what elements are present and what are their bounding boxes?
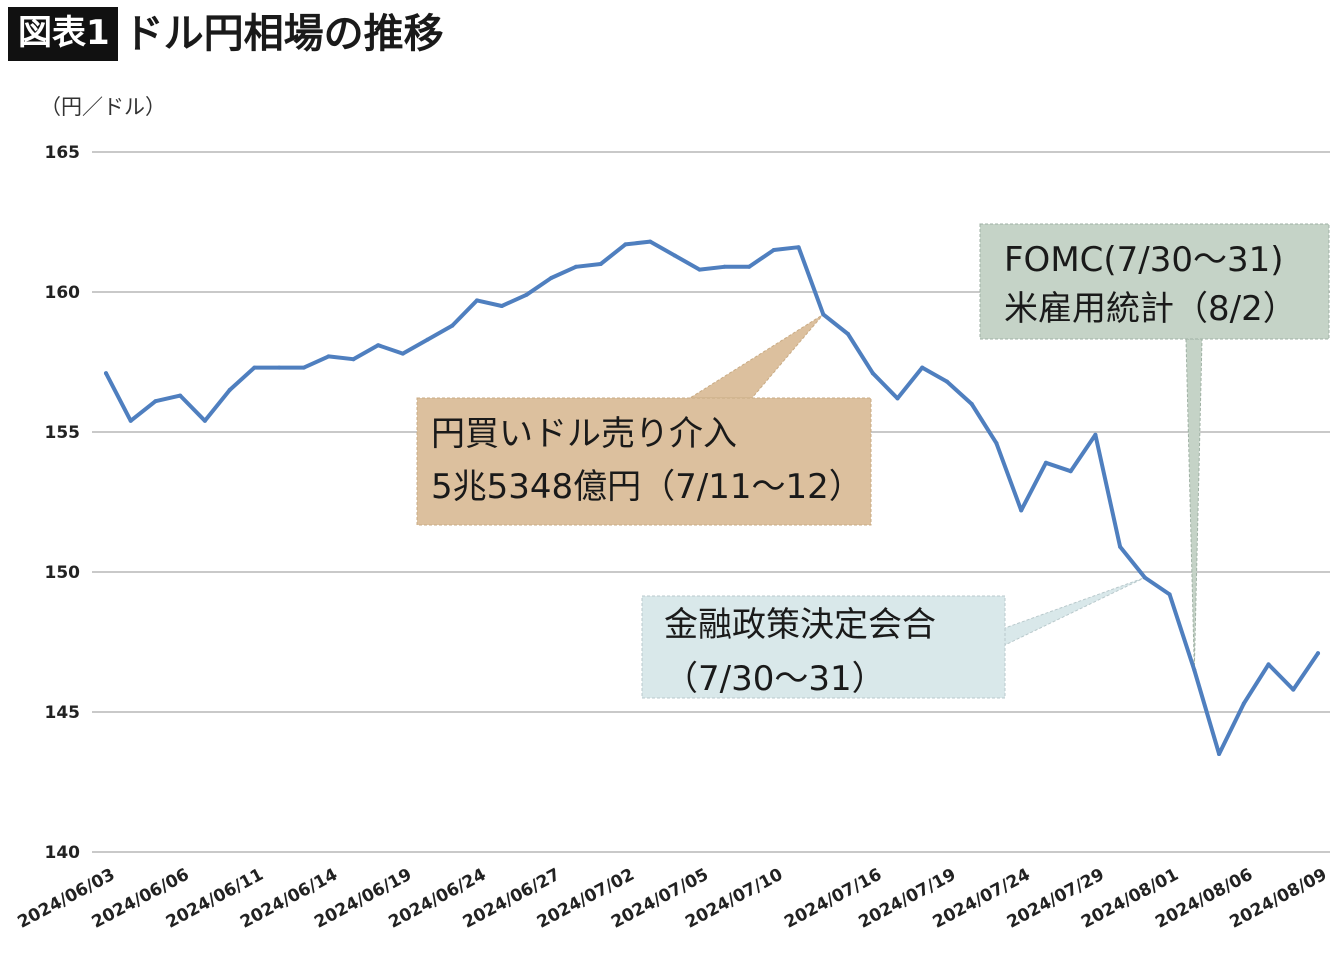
- data-point: [475, 298, 480, 303]
- data-point: [524, 292, 529, 297]
- annotation-box: [979, 223, 1330, 340]
- data-point: [870, 371, 875, 376]
- data-point: [1068, 469, 1073, 474]
- annotation-boxes: 円買いドル売り介入 5兆5348億円（7/11〜12） 金融政策決定会合 （7/30〜…: [416, 223, 1330, 699]
- data-point: [128, 418, 133, 423]
- data-point: [104, 371, 108, 376]
- annotation-callouts: [688, 313, 1203, 671]
- data-point: [301, 365, 306, 370]
- data-point: [846, 332, 851, 336]
- y-tick-label: 145: [45, 703, 81, 723]
- annotation-text: 5兆5348億円（7/11〜12）: [431, 467, 863, 507]
- data-point: [994, 441, 999, 446]
- series-line: [104, 239, 1320, 756]
- annotation-text: 米雇用統計（8/2）: [1004, 289, 1297, 329]
- data-point: [1266, 662, 1271, 667]
- data-point: [969, 402, 974, 406]
- annotation-pointer: [1185, 338, 1203, 671]
- data-point: [821, 312, 826, 317]
- y-axis-unit-label: （円／ドル）: [40, 95, 166, 119]
- y-tick-label: 150: [45, 563, 81, 583]
- y-tick-label: 160: [45, 283, 81, 303]
- data-point: [1291, 687, 1296, 692]
- data-point: [425, 337, 430, 342]
- chart-title: ドル円相場の推移: [123, 11, 444, 57]
- data-point: [227, 388, 232, 392]
- data-point: [178, 393, 183, 398]
- data-point: [1241, 701, 1246, 706]
- data-point: [1167, 592, 1172, 597]
- data-point: [1192, 668, 1197, 672]
- annotation-pointer: [1004, 577, 1146, 646]
- x-axis-ticks: 2024/06/032024/06/062024/06/112024/06/14…: [14, 865, 1330, 933]
- annotation-pointer: [688, 313, 824, 399]
- data-point: [376, 343, 381, 348]
- data-point: [252, 365, 257, 370]
- data-point: [400, 351, 405, 356]
- figure-header: 図表1 ドル円相場の推移: [8, 6, 444, 62]
- annotation-box: [416, 397, 872, 526]
- data-point: [277, 365, 282, 370]
- data-point: [771, 248, 776, 252]
- data-point: [747, 264, 752, 269]
- data-point: [623, 242, 628, 247]
- data-point: [944, 379, 949, 384]
- data-point: [672, 253, 677, 258]
- data-point: [1316, 651, 1320, 656]
- annotation-text: 金融政策決定会合: [664, 605, 936, 645]
- data-point: [326, 354, 331, 359]
- grid-lines: [92, 151, 1330, 853]
- annotation-text: （7/30〜31）: [664, 659, 886, 699]
- data-point: [351, 357, 356, 362]
- annotation-box: [641, 595, 1006, 699]
- data-point: [153, 399, 158, 404]
- data-point: [1142, 575, 1147, 580]
- y-axis-ticks: 165 160 155 150 145 140: [45, 143, 81, 863]
- data-point: [1217, 752, 1222, 756]
- data-point: [202, 418, 207, 423]
- annotation-text: 円買いドル売り介入: [431, 414, 737, 454]
- series-group: [104, 239, 1320, 756]
- data-point: [549, 276, 554, 280]
- data-point: [895, 396, 900, 401]
- y-tick-label: 165: [45, 143, 81, 163]
- y-tick-label: 155: [45, 423, 81, 443]
- data-point: [1118, 544, 1123, 549]
- annotation-text: FOMC(7/30〜31): [1004, 240, 1284, 280]
- data-point: [1043, 460, 1048, 465]
- data-point: [722, 264, 727, 269]
- data-point: [598, 262, 603, 266]
- data-point: [1093, 432, 1098, 437]
- figure-label: 図表1: [8, 7, 118, 61]
- data-point: [920, 365, 925, 370]
- y-tick-label: 140: [45, 843, 81, 863]
- data-point: [1019, 508, 1024, 513]
- data-point: [796, 245, 801, 250]
- data-point: [697, 267, 702, 272]
- data-point: [648, 239, 653, 244]
- data-point: [499, 304, 504, 308]
- data-point: [450, 323, 455, 328]
- data-point: [573, 264, 578, 269]
